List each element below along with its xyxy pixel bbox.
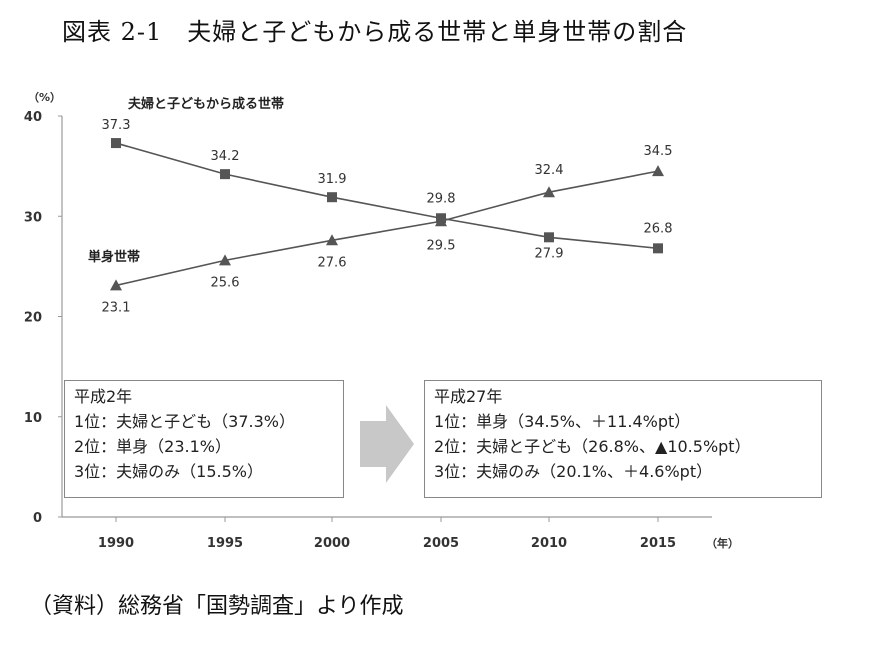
annotation-box-2015: 平成27年 1位：単身（34.5%、＋11.4%pt） 2位：夫婦と子ども（26… [424,380,822,498]
x-tick-label: 1995 [207,536,243,551]
data-label: 37.3 [102,118,131,133]
y-tick-label: 0 [33,511,42,526]
data-label: 34.5 [644,144,673,159]
data-label: 27.6 [318,255,347,270]
annotation-line: 1位：単身（34.5%、＋11.4%pt） [434,412,691,431]
series-name-label: 夫婦と子どもから成る世帯 [128,96,284,112]
x-tick-label: 2005 [423,536,459,551]
series-lines [115,142,659,287]
series-name-label: 単身世帯 [88,249,140,265]
triangle-marker [543,186,555,198]
y-tick-label: 20 [24,311,42,326]
y-tick-label: 10 [24,411,42,426]
square-marker [653,243,663,254]
triangle-marker [219,254,231,266]
annotation-line: 3位：夫婦のみ（15.5%） [74,462,264,481]
data-label: 34.2 [211,149,240,164]
x-tick-label: 2015 [640,536,676,551]
y-tick-label: 40 [24,110,42,125]
square-marker [220,169,230,180]
annotation-line: 1位：夫婦と子ども（37.3%） [74,412,296,431]
triangle-marker [110,279,122,291]
series-markers [110,138,664,291]
series-line-0 [115,142,659,250]
square-marker [327,192,337,203]
x-tick-label: 2010 [531,536,567,551]
annotation-heading: 平成2年 [74,387,133,406]
x-tick-label: 2000 [314,536,350,551]
triangle-marker [652,165,664,177]
series-line-1 [115,170,659,287]
data-label: 31.9 [318,172,347,187]
annotation-heading: 平成27年 [434,387,503,406]
data-label: 29.5 [427,238,456,253]
figure-title: 図表 2-1 夫婦と子どもから成る世帯と単身世帯の割合 [62,18,688,46]
y-tick-label: 30 [24,210,42,225]
triangle-marker [435,215,447,227]
square-marker [111,138,121,149]
y-unit-label: （%） [28,91,61,104]
data-label: 23.1 [102,300,131,315]
data-label: 26.8 [644,221,673,236]
axis-ticks: 0 10 20 30 40 （%） 1990 1995 2000 2005 2010 2015 （年） [24,91,739,551]
source-note: （資料）総務省「国勢調査」より作成 [30,594,404,619]
annotation-line: 2位：夫婦と子ども（26.8%、▲10.5%pt） [434,437,751,456]
annotation-line: 2位：単身（23.1%） [74,437,232,456]
data-label: 25.6 [211,275,240,290]
annotation-box-1990: 平成2年 1位：夫婦と子ども（37.3%） 2位：単身（23.1%） 3位：夫婦… [64,380,344,498]
triangle-marker [326,234,338,246]
x-unit-label: （年） [706,536,739,550]
data-label: 29.8 [427,191,456,206]
square-marker [544,232,554,243]
x-tick-label: 1990 [98,536,134,551]
data-labels: 37.3 34.2 31.9 29.8 27.9 26.8 夫婦と子どもから成る世帯 23.1… [88,96,672,315]
data-label: 32.4 [535,163,564,178]
data-label: 27.9 [535,246,564,261]
annotation-line: 3位：夫婦のみ（20.1%、＋4.6%pt） [434,462,713,481]
